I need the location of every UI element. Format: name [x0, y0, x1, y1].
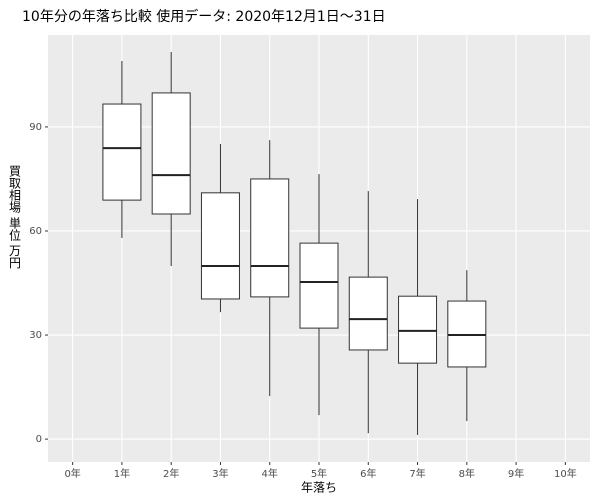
y-axis-label: 買取相場 単位 万円: [8, 165, 22, 269]
y-tick-label: 0: [36, 434, 42, 445]
x-tick-label: 1年: [114, 467, 130, 480]
box: [200, 192, 240, 300]
box: [102, 103, 142, 201]
x-tick-label: 10年: [554, 467, 577, 480]
y-tick-label: 30: [29, 330, 42, 341]
x-tick-label: 2年: [163, 467, 179, 480]
y-tick-label: 90: [29, 122, 42, 133]
x-tick-label: 4年: [262, 467, 278, 480]
box: [299, 242, 339, 329]
box: [398, 295, 438, 364]
x-tick-label: 6年: [360, 467, 376, 480]
x-tick-label: 0年: [64, 467, 80, 480]
box: [250, 178, 290, 298]
x-tick-label: 8年: [459, 467, 475, 480]
chart-title: 10年分の年落ち比較 使用データ: 2020年12月1日～31日: [22, 8, 386, 25]
box: [348, 276, 388, 351]
y-tick-label: 60: [29, 226, 42, 237]
x-axis-label: 年落ち: [301, 481, 337, 495]
x-tick-label: 5年: [311, 467, 327, 480]
x-tick-label: 7年: [409, 467, 425, 480]
x-tick-label: 3年: [212, 467, 228, 480]
box: [151, 92, 191, 215]
box: [447, 300, 487, 368]
x-tick-label: 9年: [508, 467, 524, 480]
